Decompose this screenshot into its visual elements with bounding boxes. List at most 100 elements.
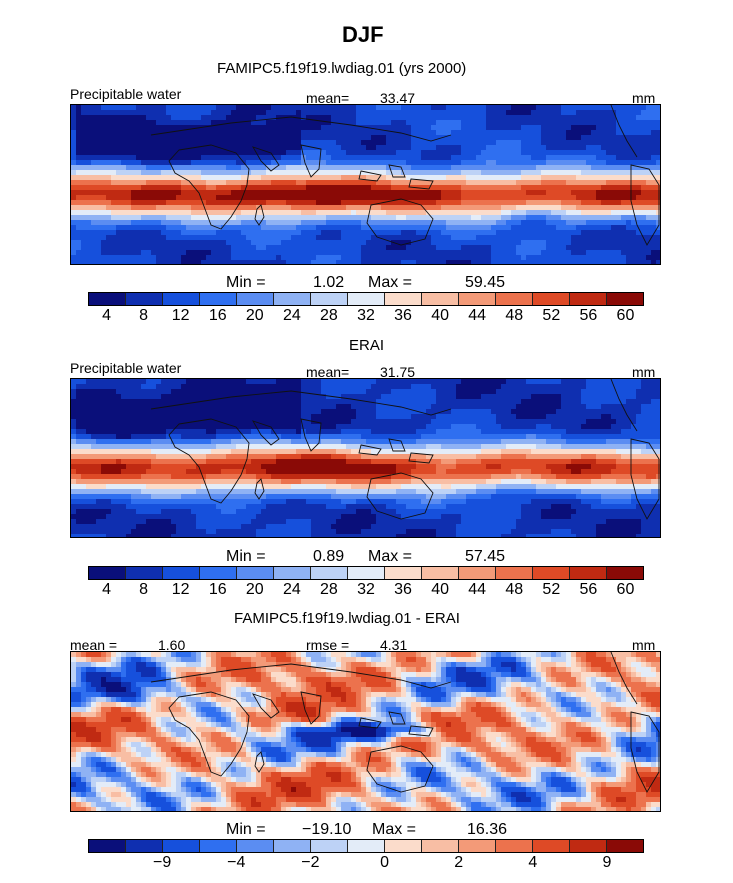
field-cell (101, 150, 107, 156)
field-cell (436, 245, 442, 251)
field-cell (96, 165, 102, 171)
field-cell (276, 150, 282, 156)
field-cell (266, 190, 272, 196)
field-cell (276, 105, 282, 111)
field-cell (291, 185, 297, 191)
field-cell (466, 120, 472, 126)
field-cell (531, 180, 537, 186)
field-cell (236, 140, 242, 146)
field-cell (546, 115, 552, 121)
field-cell (96, 379, 102, 385)
field-cell (351, 120, 357, 126)
field-cell (321, 175, 327, 181)
field-cell (191, 200, 197, 206)
field-cell (551, 379, 557, 385)
field-cell (621, 384, 627, 390)
field-cell (591, 170, 597, 176)
field-cell (541, 180, 547, 186)
field-cell (131, 160, 137, 166)
field-cell (86, 175, 92, 181)
field-cell (576, 379, 582, 385)
field-cell (156, 165, 162, 171)
field-cell (391, 230, 397, 236)
field-cell (541, 150, 547, 156)
field-cell (126, 379, 132, 385)
field-cell (176, 379, 182, 385)
field-cell (611, 205, 617, 211)
field-cell (651, 419, 657, 425)
field-cell (126, 200, 132, 206)
field-cell (216, 135, 222, 141)
field-cell (341, 145, 347, 151)
field-cell (291, 215, 297, 221)
field-cell (151, 260, 157, 264)
field-cell (366, 140, 372, 146)
field-cell (401, 105, 407, 111)
field-cell (246, 245, 252, 251)
field-cell (426, 105, 432, 111)
field-cell (146, 389, 152, 395)
field-cell (76, 210, 82, 216)
field-cell (571, 394, 577, 400)
field-cell (516, 105, 522, 111)
field-cell (341, 235, 347, 241)
field-cell (291, 399, 297, 405)
field-cell (306, 190, 312, 196)
field-cell (206, 190, 212, 196)
field-cell (371, 105, 377, 111)
field-cell (636, 120, 642, 126)
field-cell (536, 140, 542, 146)
field-cell (271, 245, 277, 251)
field-cell (311, 210, 317, 216)
field-cell (151, 190, 157, 196)
field-cell (201, 384, 207, 390)
field-cell (636, 135, 642, 141)
field-cell (471, 220, 477, 226)
field-cell (241, 195, 247, 201)
field-cell (421, 140, 427, 146)
field-cell (551, 245, 557, 251)
field-cell (216, 245, 222, 251)
field-cell (426, 175, 432, 181)
field-cell (286, 235, 292, 241)
field-cell (581, 230, 587, 236)
field-cell (471, 150, 477, 156)
field-cell (136, 250, 142, 256)
field-cell (326, 260, 332, 264)
field-cell (216, 384, 222, 390)
field-cell (636, 255, 642, 261)
field-cell (116, 130, 122, 136)
field-cell (141, 160, 147, 166)
field-cell (526, 245, 532, 251)
field-cell (511, 200, 517, 206)
field-cell (271, 170, 277, 176)
field-cell (421, 384, 427, 390)
field-cell (96, 389, 102, 395)
field-cell (76, 235, 82, 241)
field-cell (341, 230, 347, 236)
field-cell (501, 135, 507, 141)
field-cell (181, 245, 187, 251)
field-cell (296, 135, 302, 141)
field-cell (131, 130, 137, 136)
field-cell (436, 145, 442, 151)
field-cell (266, 409, 272, 415)
field-cell (256, 140, 262, 146)
field-cell (506, 235, 512, 241)
field-cell (521, 419, 527, 425)
field-cell (441, 255, 447, 261)
field-cell (91, 210, 97, 216)
field-cell (566, 260, 572, 264)
field-cell (481, 125, 487, 131)
field-cell (346, 245, 352, 251)
field-cell (516, 399, 522, 405)
field-cell (346, 250, 352, 256)
field-cell (146, 120, 152, 126)
field-cell (116, 105, 122, 111)
field-cell (531, 230, 537, 236)
field-cell (616, 205, 622, 211)
field-cell (366, 130, 372, 136)
field-cell (351, 180, 357, 186)
field-cell (601, 384, 607, 390)
field-cell (481, 165, 487, 171)
